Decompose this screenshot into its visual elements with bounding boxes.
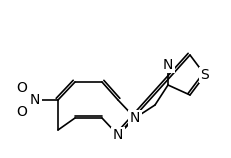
Text: O: O — [16, 81, 27, 95]
Text: O: O — [16, 105, 27, 119]
Text: N: N — [112, 128, 123, 142]
Text: S: S — [200, 68, 208, 82]
Text: N: N — [129, 111, 140, 125]
Text: N: N — [162, 58, 172, 72]
Text: N: N — [30, 93, 40, 107]
